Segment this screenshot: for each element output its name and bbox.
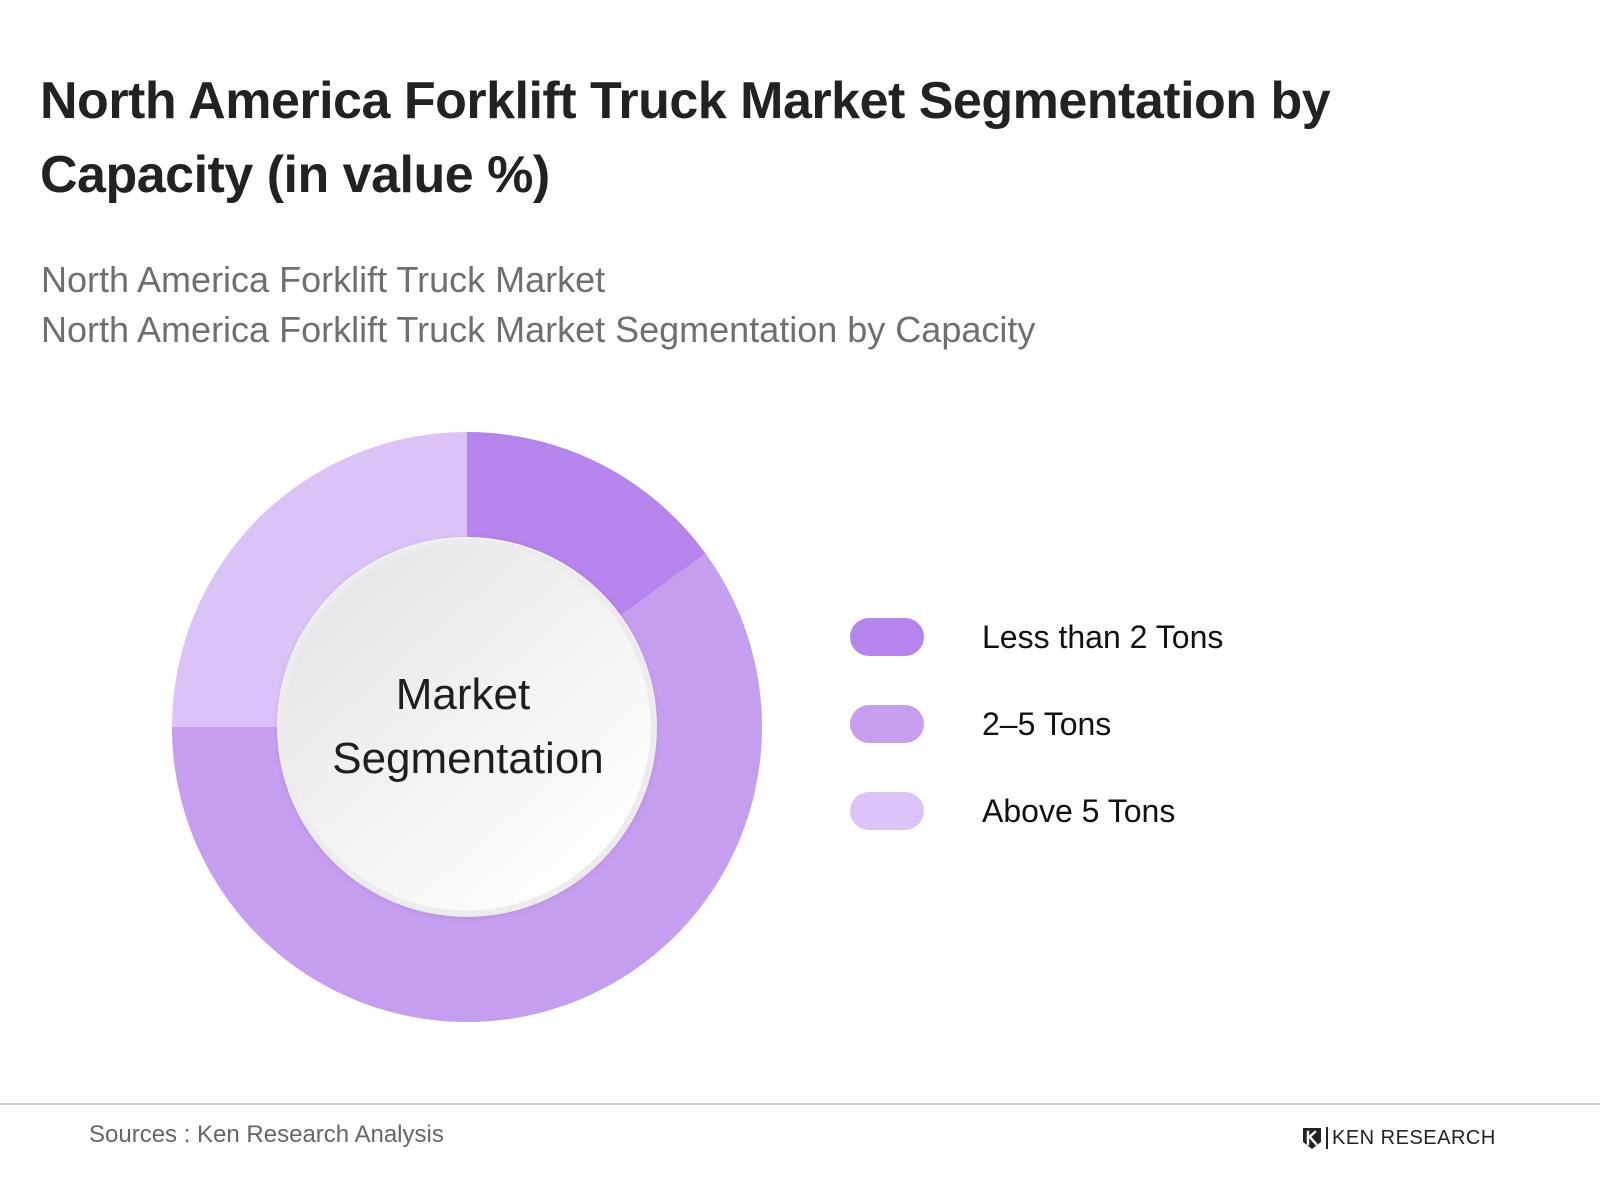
ken-research-logo-icon: [1303, 1128, 1321, 1149]
legend-swatch-2-5-tons: [850, 705, 924, 743]
legend-swatch-less-than-2-tons: [850, 618, 924, 656]
subtitle-segmentation: North America Forklift Truck Market Segm…: [41, 309, 1036, 350]
legend-label-less-than-2-tons: Less than 2 Tons: [982, 619, 1224, 655]
subtitle-market: North America Forklift Truck Market: [41, 259, 606, 300]
slice-above-5-tons: [172, 432, 467, 727]
brand-name: KEN RESEARCH: [1332, 1127, 1496, 1149]
footer-divider: [0, 1103, 1600, 1105]
brand-logo: KEN RESEARCH: [1301, 1124, 1496, 1152]
center-label-line1: Market: [396, 670, 530, 719]
slice-less-than-2-tons: [467, 432, 706, 616]
source-note: Sources : Ken Research Analysis: [89, 1121, 444, 1148]
donut-center: [278, 538, 656, 916]
chart-title: North America Forklift Truck Market Segm…: [40, 72, 1331, 204]
legend-label-above-5-tons: Above 5 Tons: [982, 793, 1176, 829]
legend-label-2-5-tons: 2–5 Tons: [982, 706, 1112, 742]
brand-separator: [1326, 1127, 1328, 1149]
slice-2-5-tons: [172, 553, 762, 1022]
legend-swatch-above-5-tons: [850, 792, 924, 830]
center-label-line2: Segmentation: [332, 734, 604, 783]
donut-slices: [172, 432, 762, 1022]
